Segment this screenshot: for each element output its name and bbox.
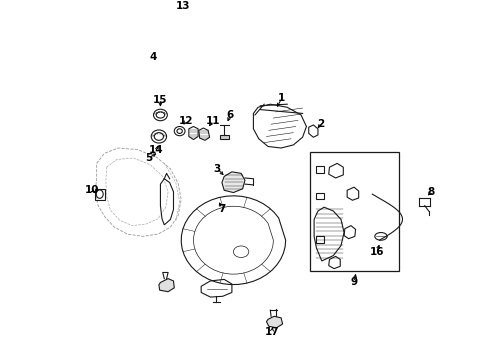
Text: 16: 16 (370, 247, 384, 257)
Text: 11: 11 (205, 116, 220, 126)
Text: 3: 3 (214, 164, 221, 174)
Text: 12: 12 (178, 116, 193, 126)
Text: 1: 1 (278, 93, 286, 103)
Text: 7: 7 (218, 204, 225, 214)
Text: 15: 15 (153, 95, 168, 105)
Text: 13: 13 (175, 1, 190, 11)
Text: 17: 17 (265, 327, 279, 337)
Polygon shape (267, 316, 283, 328)
Polygon shape (222, 172, 245, 193)
Text: 9: 9 (350, 278, 358, 288)
Text: 5: 5 (145, 153, 152, 163)
Text: 8: 8 (427, 187, 435, 197)
Text: 2: 2 (318, 119, 325, 129)
Text: 14: 14 (149, 145, 164, 155)
Text: 4: 4 (150, 52, 157, 62)
Text: 6: 6 (227, 110, 234, 120)
Polygon shape (159, 279, 174, 292)
Polygon shape (220, 135, 229, 139)
Text: 10: 10 (85, 185, 99, 195)
